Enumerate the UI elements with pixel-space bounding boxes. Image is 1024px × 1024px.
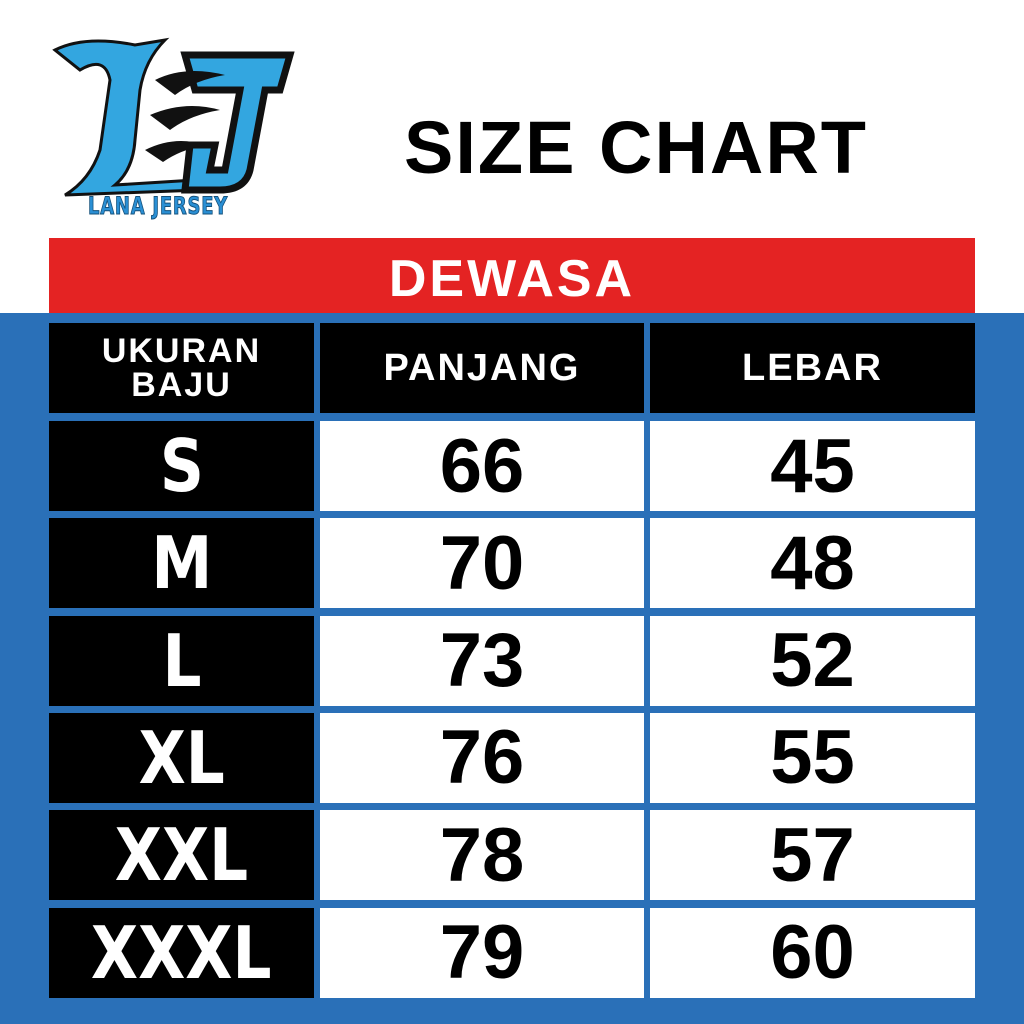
lebar-cell: 55 [650, 712, 975, 803]
lana-jersey-logo [45, 30, 305, 225]
category-banner: DEWASA [49, 238, 975, 313]
lebar-cell: 52 [650, 615, 975, 706]
lebar-cell-text: 48 [770, 520, 855, 606]
size-cell: XXXL [49, 907, 314, 998]
lebar-cell: 60 [650, 907, 975, 998]
lebar-cell-text: 60 [770, 910, 855, 995]
size-cell-text: S [159, 424, 204, 508]
panjang-cell-text: 70 [439, 520, 525, 606]
lebar-cell-text: 45 [770, 423, 855, 509]
size-cell-text: L [161, 618, 201, 703]
lebar-cell-text: 55 [770, 715, 855, 801]
size-cell: XL [49, 712, 314, 803]
panjang-cell: 76 [320, 712, 644, 803]
lebar-cell-text: 52 [770, 618, 855, 704]
panjang-cell-text: 79 [439, 910, 525, 995]
lj-monogram-icon [52, 37, 295, 197]
lebar-cell: 45 [650, 421, 975, 511]
panjang-cell-text: 78 [439, 812, 525, 898]
lebar-cell: 48 [650, 518, 975, 609]
header-lebar: LEBAR [650, 323, 975, 413]
lebar-cell: 57 [650, 810, 975, 901]
size-cell-text: XXXL [91, 910, 272, 995]
page-title: SIZE CHART [404, 106, 868, 189]
size-cell-text: XXL [114, 813, 249, 898]
panjang-cell: 66 [320, 421, 644, 511]
size-cell-text: XL [138, 715, 225, 800]
header-panjang: PANJANG [320, 323, 644, 413]
lebar-cell-text: 57 [770, 812, 855, 898]
size-cell: L [49, 615, 314, 706]
size-cell: M [49, 518, 314, 609]
panjang-cell-text: 73 [439, 618, 525, 704]
size-cell-text: M [151, 521, 212, 606]
panjang-cell: 73 [320, 615, 644, 706]
logo-text: LANA JERSEY [88, 192, 229, 221]
panjang-cell: 79 [320, 907, 644, 998]
panjang-cell: 78 [320, 810, 644, 901]
size-cell: XXL [49, 810, 314, 901]
header-size: UKURAN BAJU [49, 323, 314, 413]
panjang-cell-text: 66 [439, 423, 525, 509]
panjang-cell-text: 76 [439, 715, 525, 801]
header-size-label: UKURAN BAJU [101, 332, 262, 404]
size-cell: S [49, 421, 314, 511]
panjang-cell: 70 [320, 518, 644, 609]
